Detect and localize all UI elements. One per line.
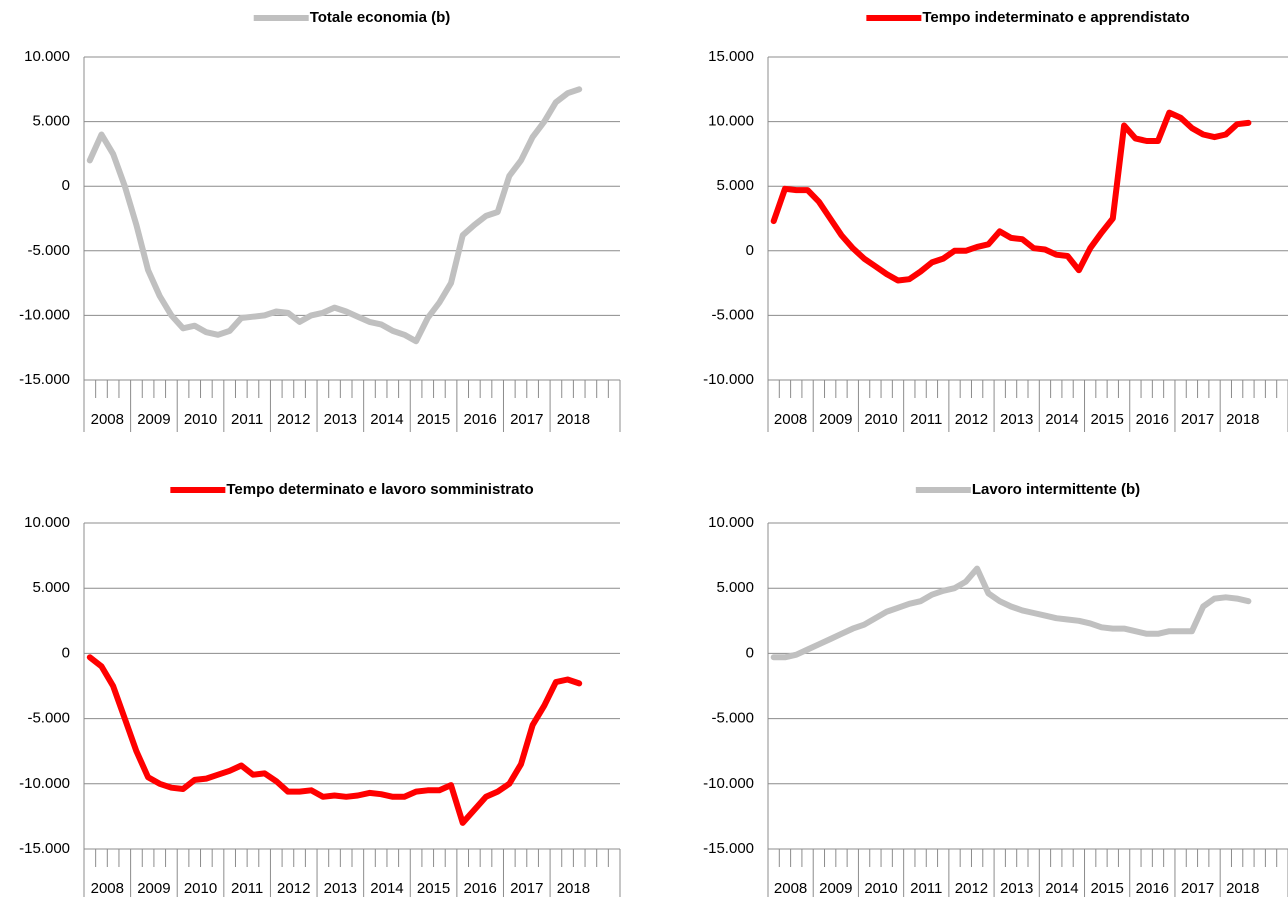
y-tick-label: 5.000 (716, 579, 754, 596)
x-tick-label: 2009 (137, 411, 170, 428)
x-tick-label: 2014 (1045, 880, 1078, 897)
x-tick-label: 2015 (417, 411, 450, 428)
legend-label: Tempo determinato e lavoro somministrato (226, 481, 533, 498)
x-tick-label: 2011 (910, 411, 942, 428)
x-tick-label: 2014 (370, 411, 403, 428)
chart-panel: -15.000 -10.000 -5.000 0 5.000 10.000 2008 2009… (19, 9, 621, 432)
x-tick-label: 2016 (1136, 411, 1169, 428)
x-tick-label: 2010 (864, 411, 897, 428)
x-tick-label: 2013 (1000, 411, 1033, 428)
y-tick-label: -15.000 (19, 840, 70, 857)
x-tick-label: 2016 (1136, 880, 1169, 897)
x-tick-label: 2009 (819, 880, 852, 897)
x-tick-label: 2014 (1045, 411, 1078, 428)
y-tick-label: 0 (746, 242, 754, 259)
data-line (86, 86, 583, 345)
legend-label: Tempo indeterminato e apprendistato (922, 9, 1189, 26)
y-tick-label: -5.000 (711, 710, 754, 727)
x-tick-label: 2008 (774, 411, 807, 428)
y-tick-label: 10.000 (708, 514, 754, 531)
chart-panel: -15.000 -10.000 -5.000 0 5.000 10.000 2008 2009… (19, 481, 621, 897)
y-tick-label: 5.000 (32, 579, 70, 596)
x-tick-label: 2017 (1181, 880, 1214, 897)
x-tick-label: 2016 (463, 880, 496, 897)
y-tick-label: -10.000 (19, 775, 70, 792)
x-tick-label: 2008 (91, 411, 124, 428)
chart-panel: -10.000 -5.000 0 5.000 10.000 15.000 2008 2009 2… (703, 9, 1288, 432)
y-tick-label: -5.000 (27, 710, 70, 727)
x-tick-label: 2008 (774, 880, 807, 897)
x-tick-label: 2015 (1090, 411, 1123, 428)
x-tick-label: 2012 (955, 880, 988, 897)
legend-label: Totale economia (b) (310, 9, 451, 26)
x-tick-label: 2010 (864, 880, 897, 897)
y-tick-label: -10.000 (703, 775, 754, 792)
y-tick-label: -10.000 (19, 306, 70, 323)
x-tick-label: 2013 (324, 880, 357, 897)
y-tick-label: 10.000 (708, 113, 754, 130)
x-tick-label: 2010 (184, 411, 217, 428)
x-tick-label: 2017 (510, 880, 543, 897)
x-tick-label: 2015 (417, 880, 450, 897)
y-tick-label: 15.000 (708, 48, 754, 65)
x-tick-label: 2018 (1226, 880, 1259, 897)
x-tick-label: 2013 (324, 411, 357, 428)
x-tick-label: 2012 (277, 880, 310, 897)
data-line (770, 109, 1252, 284)
x-tick-label: 2010 (184, 880, 217, 897)
x-tick-label: 2011 (231, 880, 263, 897)
x-tick-label: 2012 (277, 411, 310, 428)
y-tick-label: -5.000 (27, 242, 70, 259)
y-tick-label: 10.000 (24, 514, 70, 531)
data-line (770, 565, 1252, 661)
chart-panel: -15.000 -10.000 -5.000 0 5.000 10.000 2008 2009… (703, 481, 1288, 897)
y-tick-label: 10.000 (24, 48, 70, 65)
y-tick-label: -10.000 (703, 371, 754, 388)
y-tick-label: 0 (746, 644, 754, 661)
y-tick-label: 5.000 (716, 177, 754, 194)
x-tick-label: 2012 (955, 411, 988, 428)
y-tick-label: -15.000 (19, 371, 70, 388)
x-tick-label: 2018 (1226, 411, 1259, 428)
x-tick-label: 2017 (510, 411, 543, 428)
x-tick-label: 2008 (91, 880, 124, 897)
x-tick-label: 2016 (463, 411, 496, 428)
x-tick-label: 2017 (1181, 411, 1214, 428)
x-tick-label: 2011 (910, 880, 942, 897)
x-tick-label: 2018 (557, 880, 590, 897)
x-tick-label: 2009 (819, 411, 852, 428)
x-tick-label: 2009 (137, 880, 170, 897)
data-line (86, 654, 583, 826)
legend-label: Lavoro intermittente (b) (972, 481, 1140, 498)
x-tick-label: 2015 (1090, 880, 1123, 897)
y-tick-label: 0 (62, 644, 70, 661)
y-tick-label: -5.000 (711, 306, 754, 323)
y-tick-label: 0 (62, 177, 70, 194)
x-tick-label: 2013 (1000, 880, 1033, 897)
x-tick-label: 2018 (557, 411, 590, 428)
y-tick-label: -15.000 (703, 840, 754, 857)
x-tick-label: 2014 (370, 880, 403, 897)
y-tick-label: 5.000 (32, 113, 70, 130)
x-tick-label: 2011 (231, 411, 263, 428)
